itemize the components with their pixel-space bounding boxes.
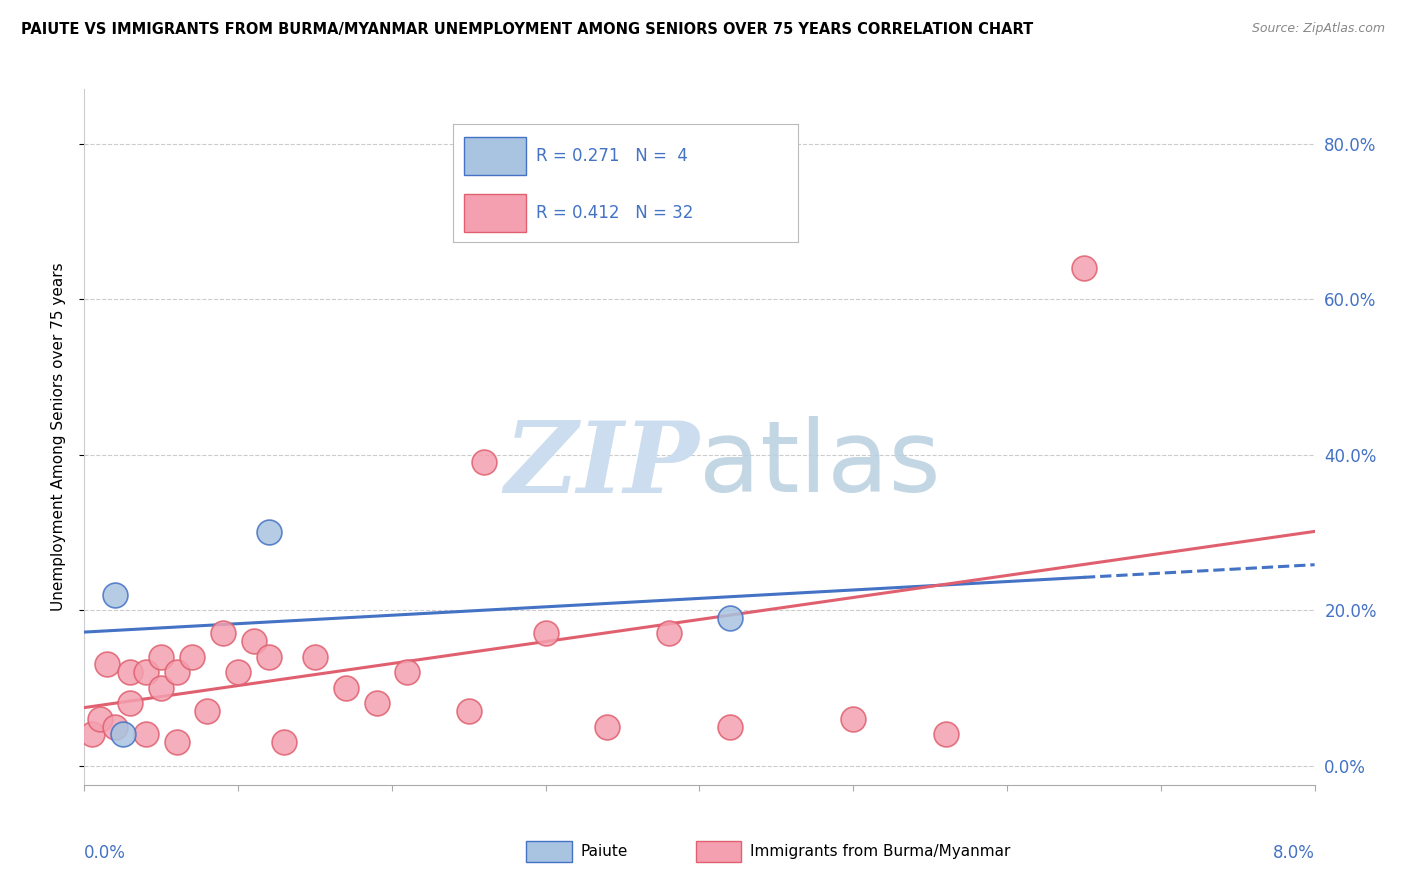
Point (111, 727, 134, 741)
Text: ZIP: ZIP (505, 417, 700, 513)
Point (1073, 260, 1095, 275)
FancyBboxPatch shape (526, 841, 572, 863)
FancyBboxPatch shape (696, 841, 741, 863)
Point (596, 720, 619, 734)
Point (211, 626, 233, 640)
Text: Source: ZipAtlas.com: Source: ZipAtlas.com (1251, 22, 1385, 36)
Point (89, 712, 111, 726)
Point (80, 727, 103, 741)
Point (304, 649, 326, 664)
Point (166, 665, 188, 680)
Point (120, 696, 142, 710)
Point (273, 735, 295, 749)
Point (197, 704, 219, 718)
Text: Paiute: Paiute (581, 844, 627, 859)
Text: 8.0%: 8.0% (1272, 844, 1315, 862)
Point (135, 665, 157, 680)
Text: 0.0%: 0.0% (84, 844, 127, 862)
Point (718, 611, 741, 625)
Point (257, 649, 280, 664)
Point (396, 665, 419, 680)
Point (96, 657, 118, 672)
Point (534, 626, 557, 640)
Point (104, 720, 127, 734)
Point (166, 735, 188, 749)
Text: PAIUTE VS IMMIGRANTS FROM BURMA/MYANMAR UNEMPLOYMENT AMONG SENIORS OVER 75 YEARS: PAIUTE VS IMMIGRANTS FROM BURMA/MYANMAR … (21, 22, 1033, 37)
Text: Immigrants from Burma/Myanmar: Immigrants from Burma/Myanmar (749, 844, 1011, 859)
Point (150, 649, 173, 664)
Point (104, 587, 127, 601)
Point (120, 665, 142, 680)
Text: atlas: atlas (700, 417, 941, 514)
Point (457, 704, 479, 718)
Point (135, 727, 157, 741)
Point (658, 626, 681, 640)
Point (150, 681, 173, 695)
Point (718, 720, 741, 734)
Y-axis label: Unemployment Among Seniors over 75 years: Unemployment Among Seniors over 75 years (51, 263, 66, 611)
Point (842, 712, 865, 726)
Point (472, 455, 495, 469)
Point (257, 525, 280, 540)
Point (366, 696, 388, 710)
Point (935, 727, 957, 741)
Point (181, 649, 204, 664)
Point (335, 681, 357, 695)
Point (242, 634, 264, 648)
Point (226, 665, 249, 680)
